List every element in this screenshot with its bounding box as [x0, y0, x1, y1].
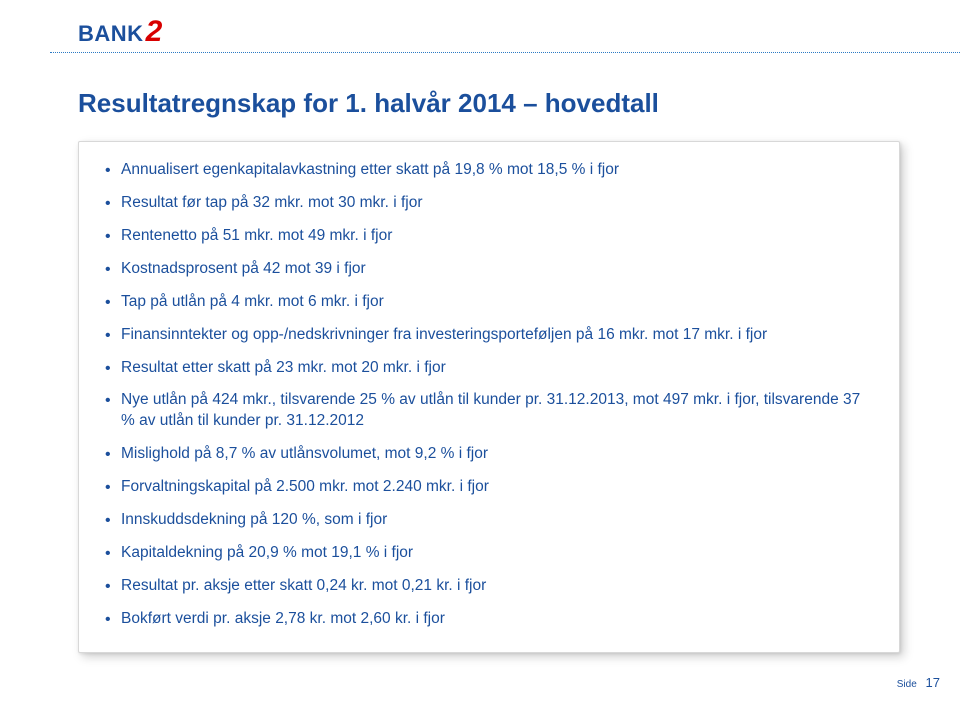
list-item: Rentenetto på 51 mkr. mot 49 mkr. i fjor [101, 226, 877, 247]
list-item: Kapitaldekning på 20,9 % mot 19,1 % i fj… [101, 543, 877, 564]
list-item: Resultat pr. aksje etter skatt 0,24 kr. … [101, 576, 877, 597]
footer: Side 17 [897, 675, 940, 690]
logo-two-text: 2 [146, 18, 163, 45]
logo-bank-text: BANK [78, 21, 144, 47]
footer-side-label: Side [897, 679, 917, 690]
list-item: Resultat før tap på 32 mkr. mot 30 mkr. … [101, 193, 877, 214]
bullet-box: Annualisert egenkapitalavkastning etter … [78, 141, 900, 653]
list-item: Bokført verdi pr. aksje 2,78 kr. mot 2,6… [101, 609, 877, 630]
logo: BANK 2 [78, 18, 162, 47]
footer-page-number: 17 [926, 675, 940, 690]
list-item: Tap på utlån på 4 mkr. mot 6 mkr. i fjor [101, 292, 877, 313]
list-item: Resultat etter skatt på 23 mkr. mot 20 m… [101, 358, 877, 379]
content-area: Resultatregnskap for 1. halvår 2014 – ho… [78, 88, 900, 653]
list-item: Annualisert egenkapitalavkastning etter … [101, 160, 877, 181]
page-title: Resultatregnskap for 1. halvår 2014 – ho… [78, 88, 900, 119]
list-item: Innskuddsdekning på 120 %, som i fjor [101, 510, 877, 531]
list-item: Finansinntekter og opp-/nedskrivninger f… [101, 325, 877, 346]
list-item: Forvaltningskapital på 2.500 mkr. mot 2.… [101, 477, 877, 498]
bullet-list: Annualisert egenkapitalavkastning etter … [101, 160, 877, 630]
list-item: Kostnadsprosent på 42 mot 39 i fjor [101, 259, 877, 280]
list-item: Nye utlån på 424 mkr., tilsvarende 25 % … [101, 390, 877, 432]
header-divider [50, 52, 960, 53]
list-item: Mislighold på 8,7 % av utlånsvolumet, mo… [101, 444, 877, 465]
